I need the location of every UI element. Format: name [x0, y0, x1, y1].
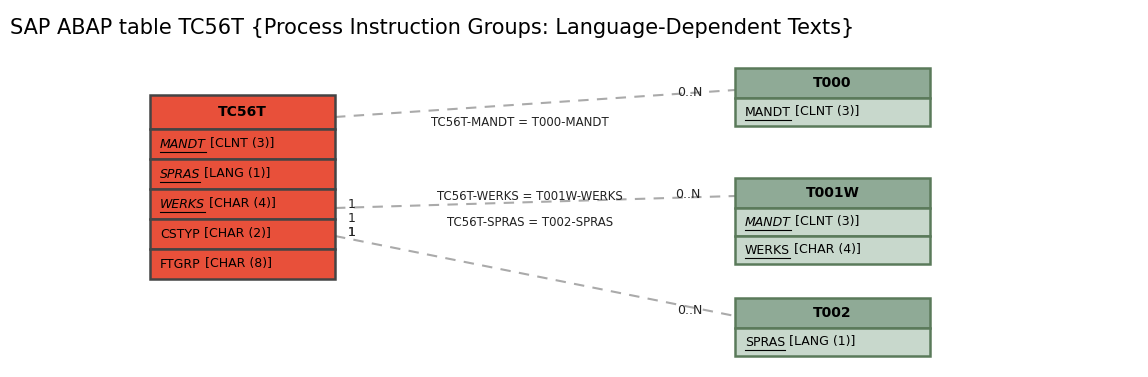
Bar	[735, 298, 930, 328]
Text: SAP ABAP table TC56T {Process Instruction Groups: Language-Dependent Texts}: SAP ABAP table TC56T {Process Instructio…	[10, 18, 854, 38]
Bar	[735, 208, 930, 236]
Bar	[150, 95, 335, 129]
Text: T002: T002	[813, 306, 852, 320]
Text: SPRAS: SPRAS	[745, 336, 785, 348]
Text: [CHAR (4)]: [CHAR (4)]	[205, 198, 276, 210]
Text: MANDT: MANDT	[745, 216, 791, 228]
Text: [CLNT (3)]: [CLNT (3)]	[205, 138, 274, 150]
Text: 1: 1	[348, 225, 356, 239]
Text: CSTYP: CSTYP	[160, 227, 200, 241]
Text: 0..N: 0..N	[677, 303, 703, 317]
Bar	[735, 236, 930, 264]
Text: FTGRP [CHAR (8)]: FTGRP [CHAR (8)]	[160, 257, 272, 271]
Text: MANDT [CLNT (3)]: MANDT [CLNT (3)]	[745, 106, 860, 118]
Text: WERKS: WERKS	[160, 198, 205, 210]
Text: CSTYP [CHAR (2)]: CSTYP [CHAR (2)]	[160, 227, 271, 241]
Text: SPRAS [LANG (1)]: SPRAS [LANG (1)]	[745, 336, 855, 348]
Text: TC56T-MANDT = T000-MANDT: TC56T-MANDT = T000-MANDT	[432, 115, 608, 129]
Text: TC56T-WERKS = T001W-WERKS: TC56T-WERKS = T001W-WERKS	[437, 190, 623, 202]
Text: 1: 1	[348, 225, 356, 239]
Text: 0..N: 0..N	[677, 86, 703, 100]
Text: 0..N: 0..N	[675, 187, 700, 201]
Text: MANDT: MANDT	[160, 138, 205, 150]
Bar	[735, 98, 930, 126]
Text: [LANG (1)]: [LANG (1)]	[785, 336, 855, 348]
Text: FTGRP: FTGRP	[160, 257, 201, 271]
Text: SPRAS [LANG (1)]: SPRAS [LANG (1)]	[160, 167, 271, 181]
Text: T001W: T001W	[806, 186, 860, 200]
Text: 1: 1	[348, 198, 356, 210]
Text: [CHAR (2)]: [CHAR (2)]	[200, 227, 271, 241]
Text: TC56T-SPRAS = T002-SPRAS: TC56T-SPRAS = T002-SPRAS	[447, 216, 613, 228]
Text: [CHAR (8)]: [CHAR (8)]	[201, 257, 272, 271]
Bar	[735, 328, 930, 356]
Bar	[150, 219, 335, 249]
Bar	[150, 189, 335, 219]
Text: MANDT [CLNT (3)]: MANDT [CLNT (3)]	[745, 216, 860, 228]
Text: WERKS [CHAR (4)]: WERKS [CHAR (4)]	[745, 244, 861, 256]
Text: WERKS: WERKS	[745, 244, 790, 256]
Bar	[150, 129, 335, 159]
Bar	[735, 68, 930, 98]
Text: [CLNT (3)]: [CLNT (3)]	[791, 106, 860, 118]
Text: MANDT: MANDT	[745, 106, 791, 118]
Text: [CLNT (3)]: [CLNT (3)]	[791, 216, 859, 228]
Text: TC56T: TC56T	[218, 105, 267, 119]
Text: [CHAR (4)]: [CHAR (4)]	[790, 244, 861, 256]
Text: WERKS [CHAR (4)]: WERKS [CHAR (4)]	[160, 198, 276, 210]
Text: [LANG (1)]: [LANG (1)]	[201, 167, 271, 181]
Bar	[735, 178, 930, 208]
Bar	[150, 159, 335, 189]
Text: MANDT [CLNT (3)]: MANDT [CLNT (3)]	[160, 138, 274, 150]
Text: 1: 1	[348, 211, 356, 224]
Bar	[150, 249, 335, 279]
Text: T000: T000	[813, 76, 852, 90]
Text: SPRAS: SPRAS	[160, 167, 201, 181]
